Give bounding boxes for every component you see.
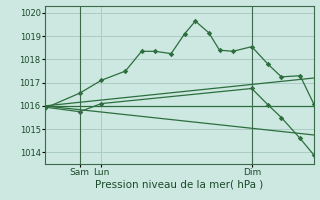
X-axis label: Pression niveau de la mer( hPa ): Pression niveau de la mer( hPa ) bbox=[95, 180, 263, 190]
